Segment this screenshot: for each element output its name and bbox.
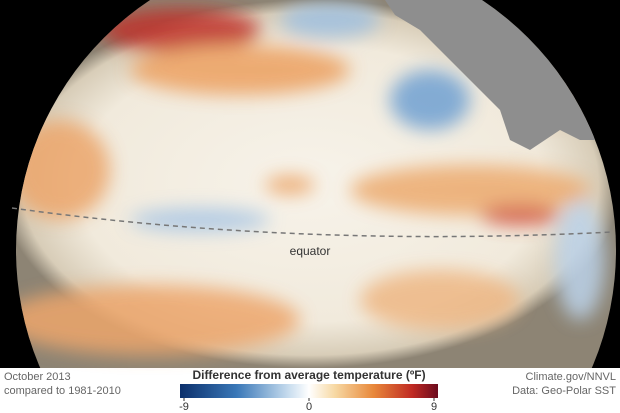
legend-title: Difference from average temperature (ºF) xyxy=(192,368,425,382)
annotation: equator xyxy=(290,244,331,258)
tick-label: 9 xyxy=(431,401,437,413)
date: October 2013 xyxy=(4,371,71,383)
source: Data: Geo-Polar SST xyxy=(512,385,616,397)
tick-label: 0 xyxy=(306,401,312,413)
equator-line xyxy=(11,207,613,238)
baseline: compared to 1981-2010 xyxy=(4,385,121,397)
colorbar xyxy=(180,384,438,398)
globe xyxy=(16,0,616,368)
tick-label: -9 xyxy=(179,401,189,413)
credit: Climate.gov/NNVL xyxy=(526,371,616,383)
